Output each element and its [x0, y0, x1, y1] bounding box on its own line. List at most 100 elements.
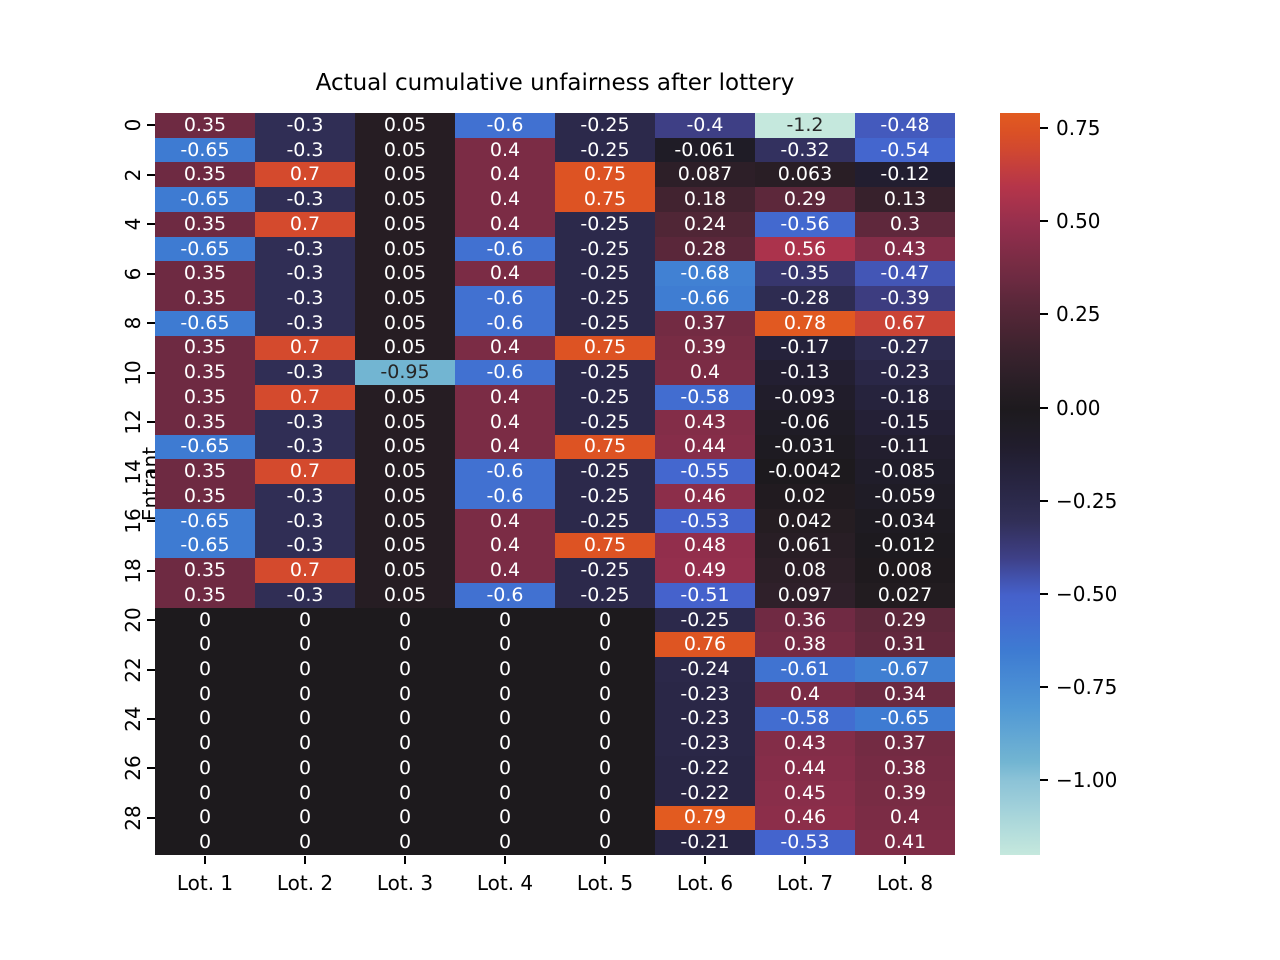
y-tick-mark	[147, 717, 155, 720]
heatmap-cell-r1-c3: 0.4	[455, 137, 555, 163]
heatmap-cell-r8-c2: 0.05	[355, 310, 455, 336]
heatmap-cell-r28-c2: 0	[355, 805, 455, 831]
heatmap-cell-r22-c3: 0	[455, 657, 555, 682]
y-tick-mark	[147, 520, 155, 523]
heatmap-cell-r8-c1: -0.3	[255, 310, 355, 336]
heatmap-cell-r15-c5: 0.46	[655, 483, 755, 509]
heatmap-cell-r5-c7: 0.43	[855, 236, 955, 262]
heatmap-cell-r7-c0: 0.35	[155, 286, 255, 311]
y-tick-mark	[147, 569, 155, 572]
heatmap-cell-r9-c7: -0.27	[855, 335, 955, 361]
y-tick-label: 24	[121, 706, 145, 732]
heatmap-cell-r23-c6: 0.4	[755, 681, 855, 707]
y-tick-mark	[147, 223, 155, 226]
heatmap-cell-r14-c6: -0.0042	[755, 459, 855, 484]
heatmap-cell-r0-c1: -0.3	[255, 113, 355, 138]
heatmap-cell-r3-c4: 0.75	[555, 187, 655, 212]
heatmap-cell-r11-c6: -0.093	[755, 385, 855, 410]
heatmap-cell-r4-c1: 0.7	[255, 211, 355, 237]
heatmap-cell-r0-c5: -0.4	[655, 113, 755, 138]
heatmap-cell-r16-c3: 0.4	[455, 508, 555, 534]
heatmap-cell-r17-c3: 0.4	[455, 533, 555, 559]
heatmap-cell-r20-c7: 0.29	[855, 607, 955, 633]
heatmap-cell-r12-c5: 0.43	[655, 409, 755, 435]
heatmap-cell-r12-c2: 0.05	[355, 409, 455, 435]
heatmap-cell-r24-c4: 0	[555, 706, 655, 732]
heatmap-cell-r23-c7: 0.34	[855, 681, 955, 707]
heatmap-cell-r0-c6: -1.2	[755, 113, 855, 138]
heatmap-cell-r20-c1: 0	[255, 607, 355, 633]
heatmap-cell-r0-c0: 0.35	[155, 113, 255, 138]
y-tick-mark	[147, 124, 155, 127]
heatmap-cell-r27-c4: 0	[555, 780, 655, 806]
heatmap-cell-r26-c6: 0.44	[755, 756, 855, 781]
heatmap-cell-r18-c5: 0.49	[655, 558, 755, 583]
colorbar-tick-label: −0.75	[1056, 675, 1118, 700]
heatmap-cell-r16-c1: -0.3	[255, 508, 355, 534]
heatmap-cell-r13-c2: 0.05	[355, 434, 455, 460]
heatmap-cell-r20-c4: 0	[555, 607, 655, 633]
heatmap-cell-r4-c4: -0.25	[555, 211, 655, 237]
y-tick-label: 20	[121, 607, 145, 633]
heatmap-cell-r18-c7: 0.008	[855, 558, 955, 583]
heatmap-cell-r25-c2: 0	[355, 731, 455, 757]
heatmap-cell-r24-c2: 0	[355, 706, 455, 732]
heatmap-cell-r18-c1: 0.7	[255, 558, 355, 583]
y-tick-label: 26	[121, 755, 145, 782]
heatmap-cell-r15-c6: 0.02	[755, 483, 855, 509]
heatmap-cell-r16-c4: -0.25	[555, 508, 655, 534]
heatmap-cell-r6-c4: -0.25	[555, 261, 655, 287]
heatmap-cell-r12-c1: -0.3	[255, 409, 355, 435]
heatmap-cell-r2-c4: 0.75	[555, 162, 655, 188]
heatmap-cell-r16-c0: -0.65	[155, 508, 255, 534]
x-tick-label: Lot. 3	[376, 871, 434, 895]
heatmap-cell-r9-c3: 0.4	[455, 335, 555, 361]
heatmap-cell-r25-c4: 0	[555, 731, 655, 757]
heatmap-cell-r17-c7: -0.012	[855, 533, 955, 559]
heatmap-cell-r1-c2: 0.05	[355, 137, 455, 163]
x-tick-mark	[304, 856, 306, 864]
heatmap-cell-r21-c2: 0	[355, 632, 455, 658]
heatmap-cell-r16-c6: 0.042	[755, 508, 855, 534]
heatmap-cell-r19-c2: 0.05	[355, 582, 455, 608]
colorbar-tick-mark	[1040, 313, 1048, 316]
colorbar-tick-mark	[1040, 220, 1048, 223]
heatmap-cell-r14-c0: 0.35	[155, 459, 255, 484]
heatmap-cell-r8-c4: -0.25	[555, 310, 655, 336]
heatmap-cell-r13-c6: -0.031	[755, 434, 855, 460]
heatmap-cell-r13-c5: 0.44	[655, 434, 755, 460]
colorbar	[1000, 113, 1040, 855]
heatmap-cell-r8-c7: 0.67	[855, 310, 955, 336]
heatmap-cell-r28-c4: 0	[555, 805, 655, 831]
heatmap-cell-r1-c1: -0.3	[255, 137, 355, 163]
heatmap-cell-r10-c0: 0.35	[155, 360, 255, 386]
x-tick-mark	[804, 856, 806, 864]
heatmap-cell-r15-c1: -0.3	[255, 483, 355, 509]
heatmap-cell-r19-c7: 0.027	[855, 582, 955, 608]
heatmap-cell-r25-c6: 0.43	[755, 731, 855, 757]
heatmap-cell-r12-c4: -0.25	[555, 409, 655, 435]
heatmap-cell-r18-c2: 0.05	[355, 558, 455, 583]
heatmap-cell-r29-c2: 0	[355, 830, 455, 855]
heatmap-cell-r21-c3: 0	[455, 632, 555, 658]
heatmap-cell-r23-c2: 0	[355, 681, 455, 707]
heatmap-cell-r22-c5: -0.24	[655, 657, 755, 682]
heatmap-cell-r15-c4: -0.25	[555, 483, 655, 509]
heatmap-cell-r8-c6: 0.78	[755, 310, 855, 336]
heatmap-cell-r23-c4: 0	[555, 681, 655, 707]
heatmap-cell-r25-c1: 0	[255, 731, 355, 757]
heatmap-cell-r14-c3: -0.6	[455, 459, 555, 484]
heatmap-cell-r25-c7: 0.37	[855, 731, 955, 757]
heatmap-cell-r19-c0: 0.35	[155, 582, 255, 608]
heatmap-cell-r28-c6: 0.46	[755, 805, 855, 831]
heatmap-cell-r22-c4: 0	[555, 657, 655, 682]
heatmap-cell-r5-c5: 0.28	[655, 236, 755, 262]
heatmap-cell-r11-c4: -0.25	[555, 385, 655, 410]
heatmap-cell-r0-c4: -0.25	[555, 113, 655, 138]
heatmap-cell-r26-c1: 0	[255, 756, 355, 781]
heatmap-cell-r15-c0: 0.35	[155, 483, 255, 509]
heatmap-cell-r14-c2: 0.05	[355, 459, 455, 484]
heatmap-cell-r7-c7: -0.39	[855, 286, 955, 311]
y-tick-label: 0	[121, 118, 145, 132]
heatmap-cell-r2-c7: -0.12	[855, 162, 955, 188]
